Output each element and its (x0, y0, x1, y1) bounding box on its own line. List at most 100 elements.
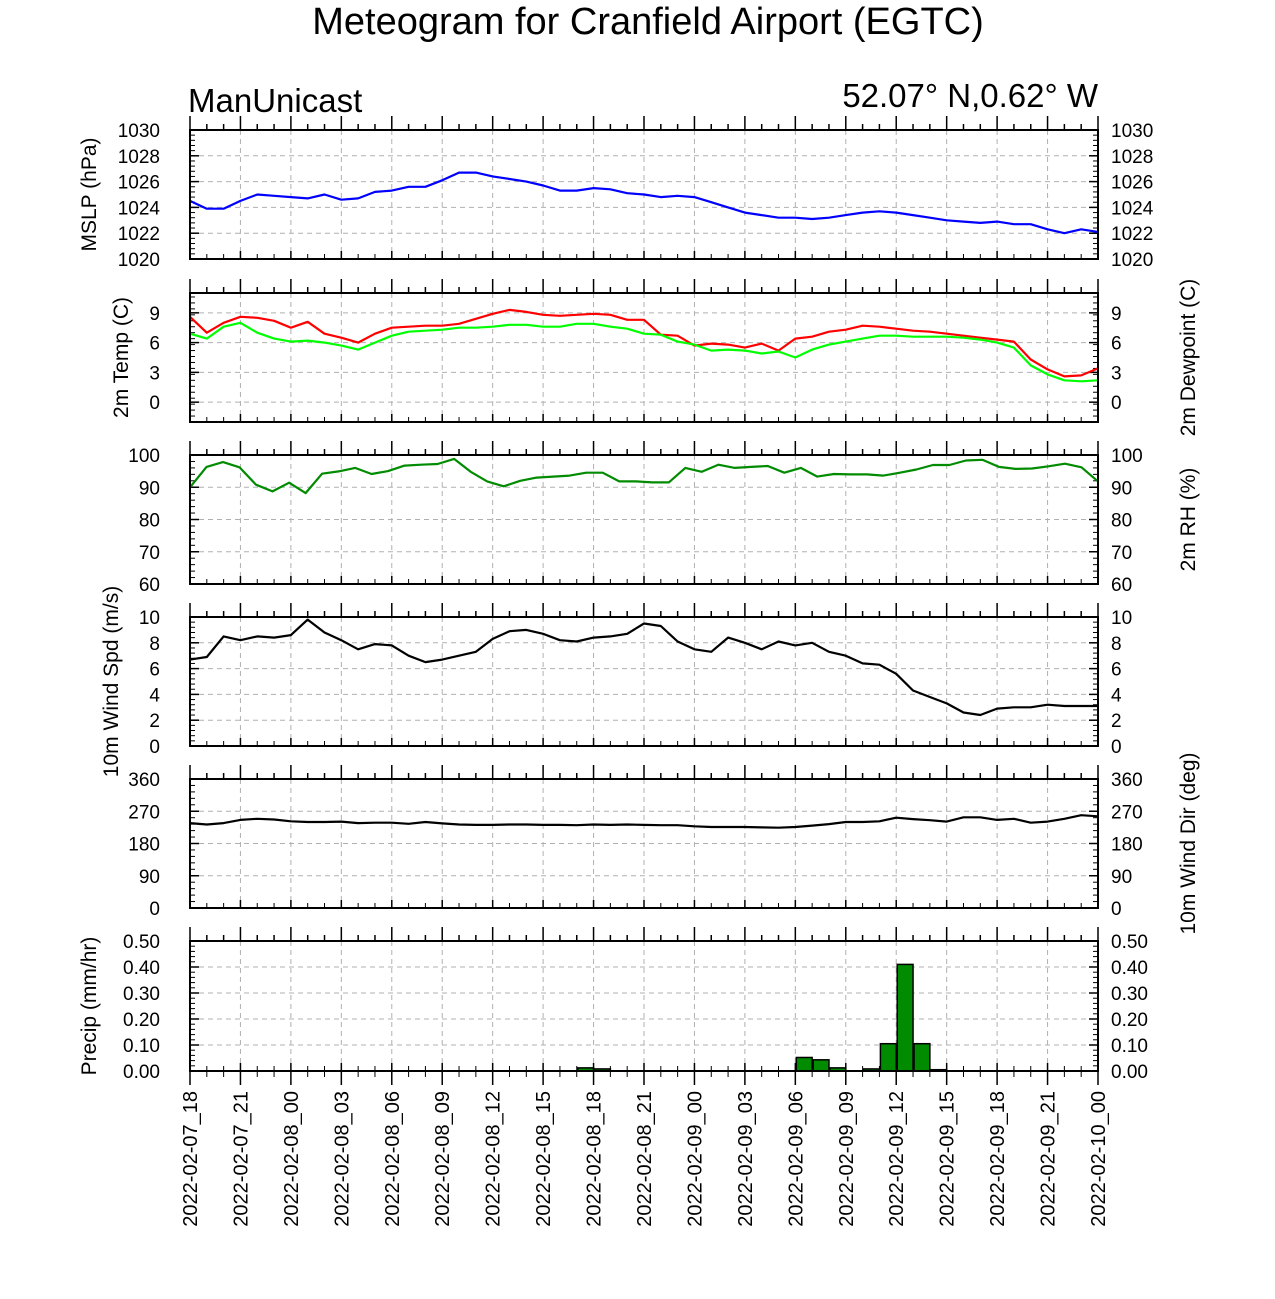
time-axis: 2022-02-07_18 2022-02-07_21 2022-02-08_00 2… (180, 1071, 1110, 1227)
time-tick-label: 2022-02-08_09 (432, 1091, 454, 1227)
y-tick-label-right: 0 (1111, 737, 1122, 758)
time-tick-label: 2022-02-09_18 (987, 1091, 1009, 1227)
series-line-rh-0 (189, 457, 1099, 495)
y-tick-label-right: 100 (1111, 446, 1143, 467)
series-line-temperature-1 (189, 321, 1099, 383)
y-tick-label-right: 10 (1111, 608, 1132, 629)
y-tick-label-right: 270 (1111, 802, 1143, 823)
y-tick-label-left: 80 (139, 511, 160, 532)
y-tick-label-left: 1022 (118, 224, 160, 245)
y-tick-label-right: 0.30 (1111, 984, 1148, 1005)
y-tick-label-right: 80 (1111, 511, 1132, 532)
series-line-wind_speed-0 (189, 618, 1098, 717)
y-tick-label-right: 1030 (1111, 121, 1153, 142)
y-tick-label-left: 4 (149, 685, 160, 706)
y-tick-label-right: 70 (1111, 543, 1132, 564)
time-tick-label: 2022-02-10_00 (1088, 1091, 1110, 1227)
y-tick-label-left: 1020 (118, 250, 160, 271)
y-tick-label-left: 180 (128, 835, 160, 856)
y-tick-label-right: 1020 (1111, 250, 1153, 271)
y-tick-label-left: 0.40 (123, 958, 160, 979)
y-tick-label-left: 0.00 (123, 1062, 160, 1083)
y-tick-label-right: 2 (1111, 711, 1122, 732)
panel-frame (189, 292, 1099, 423)
y-axis-title-right: 2m Dewpoint (C) (1177, 279, 1200, 437)
y-tick-label-right: 90 (1111, 867, 1132, 888)
panel-temperature: 0 0 3 3 6 6 9 9 2m Temp (C) 2m Dewpoint (C) (110, 279, 1200, 437)
y-axis-title-right: 10m Wind Dir (deg) (1177, 752, 1200, 934)
model-label: ManUnicast (188, 82, 362, 119)
y-tick-label-left: 6 (149, 334, 160, 355)
y-tick-label-left: 2 (149, 711, 160, 732)
y-axis-title-right: 2m RH (%) (1177, 468, 1200, 572)
time-tick-label: 2022-02-07_21 (230, 1091, 252, 1227)
panel-frame (189, 616, 1099, 747)
panel-frame (189, 129, 1099, 260)
y-axis-title-left: 10m Wind Spd (m/s) (100, 586, 123, 777)
series-line-temperature-0 (189, 308, 1099, 378)
panel-frame (189, 454, 1099, 585)
y-tick-label-left: 70 (139, 543, 160, 564)
y-tick-label-left: 0.30 (123, 984, 160, 1005)
y-tick-label-left: 1026 (118, 173, 160, 194)
y-tick-label-left: 1028 (118, 147, 160, 168)
y-tick-label-left: 9 (149, 304, 160, 325)
y-tick-label-left: 8 (149, 634, 160, 655)
panel-frame (189, 778, 1099, 909)
y-tick-label-right: 1028 (1111, 147, 1153, 168)
panel-wind_direction: 0 0 90 90 180 180 270 270 360 360 10m Wind Dir (de… (128, 752, 1200, 934)
y-tick-label-right: 0.00 (1111, 1062, 1148, 1083)
time-tick-label: 2022-02-08_18 (584, 1091, 606, 1227)
y-tick-label-right: 0 (1111, 393, 1122, 414)
time-tick-label: 2022-02-08_15 (533, 1091, 555, 1227)
y-axis-title-left: Precip (mm/hr) (78, 937, 101, 1076)
time-tick-label: 2022-02-08_03 (331, 1091, 353, 1227)
y-tick-label-left: 6 (149, 660, 160, 681)
time-tick-label: 2022-02-09_00 (684, 1091, 706, 1227)
series-line-mslp-0 (189, 171, 1099, 235)
y-tick-label-right: 180 (1111, 835, 1143, 856)
panel-wind_speed: 0 0 2 2 4 4 6 6 8 8 10 10 10m Wind Spd (m/s) (100, 586, 1132, 777)
precip-bar (913, 1042, 931, 1072)
y-tick-label-right: 4 (1111, 685, 1122, 706)
y-tick-label-left: 0.10 (123, 1036, 160, 1057)
y-tick-label-left: 3 (149, 363, 160, 384)
y-tick-label-left: 10 (139, 608, 160, 629)
panel-rh: 60 60 70 70 80 80 90 90 100 100 2m RH (%) (128, 441, 1200, 596)
y-tick-label-left: 270 (128, 802, 160, 823)
time-tick-label: 2022-02-09_21 (1038, 1091, 1060, 1227)
time-tick-label: 2022-02-07_18 (180, 1091, 202, 1227)
time-tick-label: 2022-02-08_00 (281, 1091, 303, 1227)
y-tick-label-right: 1022 (1111, 224, 1153, 245)
precip-bar (896, 963, 914, 1072)
y-tick-label-left: 360 (128, 770, 160, 791)
time-tick-label: 2022-02-09_15 (937, 1091, 959, 1227)
y-tick-label-left: 1030 (118, 121, 160, 142)
precip-bar (812, 1059, 830, 1072)
y-axis-title-left: 2m Temp (C) (110, 297, 133, 418)
y-tick-label-left: 90 (139, 867, 160, 888)
y-tick-label-left: 0 (149, 899, 160, 920)
y-tick-label-right: 6 (1111, 334, 1122, 355)
y-tick-label-right: 0.20 (1111, 1010, 1148, 1031)
y-tick-label-right: 6 (1111, 660, 1122, 681)
y-tick-label-left: 0 (149, 393, 160, 414)
series-line-wind_direction-0 (189, 814, 1099, 829)
time-tick-label: 2022-02-08_06 (382, 1091, 404, 1227)
y-tick-label-left: 100 (128, 446, 160, 467)
time-tick-label: 2022-02-08_12 (483, 1091, 505, 1227)
y-tick-label-right: 360 (1111, 770, 1143, 791)
time-tick-label: 2022-02-09_09 (836, 1091, 858, 1227)
y-tick-label-left: 0 (149, 737, 160, 758)
y-tick-label-left: 0.50 (123, 932, 160, 953)
location-label: 52.07° N,0.62° W (842, 77, 1099, 114)
y-tick-label-left: 60 (139, 575, 160, 596)
chart-title: Meteogram for Cranfield Airport (EGTC) (312, 1, 984, 43)
time-tick-label: 2022-02-09_06 (785, 1091, 807, 1227)
y-tick-label-right: 1026 (1111, 173, 1153, 194)
precip-bar (795, 1056, 813, 1072)
y-axis-title-left: MSLP (hPa) (78, 138, 101, 252)
y-tick-label-right: 90 (1111, 478, 1132, 499)
y-tick-label-right: 8 (1111, 634, 1122, 655)
